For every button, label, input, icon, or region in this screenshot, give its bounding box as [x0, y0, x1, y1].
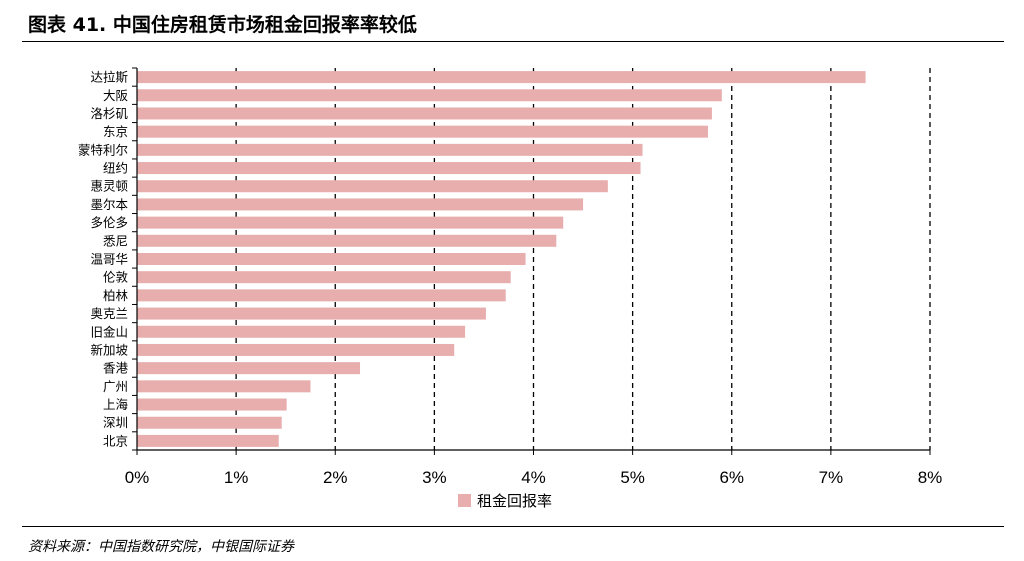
- category-label: 广州: [103, 379, 128, 394]
- legend-label: 租金回报率: [477, 492, 552, 510]
- bar: [137, 198, 584, 211]
- source-divider: [22, 526, 1004, 527]
- bar: [137, 343, 455, 356]
- category-label: 悉尼: [103, 233, 128, 248]
- x-tick-label: 5%: [620, 468, 645, 487]
- bar: [137, 252, 526, 266]
- x-tick-label: 2%: [323, 468, 348, 487]
- title-divider: [22, 41, 1004, 42]
- category-labels: 达拉斯大阪洛杉矶东京蒙特利尔纽约惠灵顿墨尔本多伦多悉尼温哥华伦敦柏林奥克兰旧金山…: [78, 70, 129, 449]
- bar: [137, 362, 361, 375]
- x-tick-label: 3%: [422, 468, 447, 487]
- source-note: 资料来源：中国指数研究院，中银国际证券: [28, 539, 294, 555]
- category-label: 大阪: [103, 88, 129, 103]
- chart-title: 图表 41. 中国住房租赁市场租金回报率率较低: [28, 14, 417, 36]
- x-tick-label: 6%: [719, 468, 744, 487]
- tick-labels: 0% 1% 2% 3% 4% 5% 6% 7% 8%: [125, 468, 943, 487]
- x-tick-label: 4%: [521, 468, 546, 487]
- legend: 租金回报率: [458, 492, 552, 510]
- bar: [137, 89, 722, 102]
- x-tick-label: 7%: [819, 468, 844, 487]
- bar: [137, 180, 608, 193]
- category-label: 纽约: [103, 161, 128, 176]
- category-label: 柏林: [103, 288, 129, 303]
- bar: [137, 307, 486, 320]
- bar: [137, 125, 708, 138]
- category-label: 上海: [103, 397, 129, 412]
- category-label: 奥克兰: [90, 306, 128, 321]
- category-label: 香港: [103, 361, 129, 376]
- bar: [137, 325, 466, 338]
- bar: [137, 71, 866, 84]
- bars: [137, 71, 866, 447]
- category-label: 新加坡: [90, 342, 128, 357]
- bar: [137, 398, 287, 411]
- category-label: 惠灵顿: [90, 179, 128, 194]
- bar: [137, 289, 506, 302]
- bar: [137, 416, 282, 429]
- bar: [137, 234, 557, 247]
- x-tick-label: 0%: [125, 468, 150, 487]
- x-tick-label: 8%: [918, 468, 943, 487]
- category-label: 温哥华: [90, 252, 128, 267]
- bar: [137, 271, 511, 284]
- bar: [137, 434, 279, 447]
- category-label: 达拉斯: [90, 70, 128, 85]
- axes: [132, 67, 931, 455]
- x-tick-label: 1%: [224, 468, 249, 487]
- category-label: 墨尔本: [90, 197, 128, 212]
- bar: [137, 143, 643, 156]
- bar: [137, 216, 564, 229]
- category-label: 蒙特利尔: [78, 142, 128, 157]
- category-label: 伦敦: [103, 270, 129, 285]
- category-label: 深圳: [103, 415, 128, 430]
- bar: [137, 162, 641, 175]
- bar: [137, 107, 712, 120]
- category-label: 洛杉矶: [90, 106, 128, 121]
- category-label: 东京: [103, 124, 128, 139]
- category-label: 旧金山: [90, 324, 128, 339]
- category-label: 北京: [103, 433, 128, 448]
- bar: [137, 380, 311, 393]
- legend-swatch: [458, 494, 471, 507]
- category-label: 多伦多: [90, 215, 128, 230]
